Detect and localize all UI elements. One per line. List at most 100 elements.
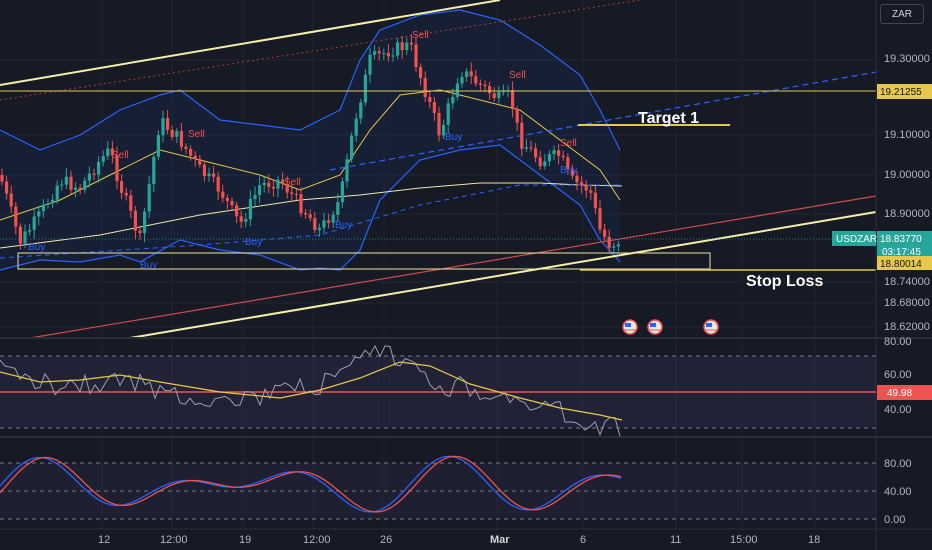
stochastic-pane[interactable] — [0, 455, 876, 520]
candle-body — [584, 185, 588, 191]
last-price-tag — [877, 231, 932, 259]
candle-body — [271, 186, 275, 189]
candle-body — [64, 176, 68, 185]
us-flag-icon[interactable] — [703, 319, 719, 335]
candle-body — [327, 220, 331, 223]
candle-body — [170, 129, 174, 137]
rsi-pane[interactable] — [0, 344, 876, 437]
candle-body — [423, 77, 427, 98]
rsi-tick: 60.00 — [884, 369, 912, 381]
stop-price-tag — [877, 256, 932, 270]
candle-body — [124, 192, 128, 196]
candle-body — [18, 226, 22, 244]
time-label: 19 — [239, 534, 251, 546]
candle-body — [593, 192, 597, 209]
target-annotation[interactable]: Target 1 — [638, 110, 699, 127]
candle-body — [442, 124, 446, 136]
candle-body — [474, 76, 478, 84]
candle-body — [152, 156, 156, 185]
candle-body — [547, 154, 551, 162]
sell-signal: Sell — [412, 30, 429, 41]
candle-body — [543, 161, 547, 167]
candle-body — [520, 122, 524, 149]
candle-body — [566, 157, 570, 170]
support-zone-box[interactable] — [17, 252, 711, 270]
sell-signal: Sell — [188, 129, 205, 140]
candle-body — [331, 214, 335, 223]
candle-body — [184, 146, 188, 149]
candle-body — [405, 42, 409, 51]
rsi-axis[interactable]: 80.00 60.00 40.00 49.98 — [877, 336, 932, 416]
stoch-tick: 80.00 — [884, 458, 912, 470]
candle-body — [368, 54, 372, 75]
time-axis[interactable]: 12 12:00 19 12:00 26 Mar 6 11 15:00 18 — [98, 534, 820, 546]
candle-body — [386, 52, 390, 57]
dashed-trendline — [329, 71, 877, 171]
event-icons[interactable] — [622, 319, 719, 335]
price-tick: 19.00000 — [884, 169, 930, 181]
candle-body — [580, 182, 584, 186]
price-tick: 18.68000 — [884, 297, 930, 309]
rsi-value-tag — [877, 385, 932, 400]
stop-loss-annotation[interactable]: Stop Loss — [746, 273, 823, 290]
candle-body — [483, 84, 487, 87]
candle-body — [258, 185, 262, 195]
stoch-axis[interactable]: 80.00 40.00 0.00 — [884, 458, 912, 526]
time-label: 15:00 — [730, 534, 758, 546]
candle-body — [478, 83, 482, 85]
sell-signal: Sell — [560, 138, 577, 149]
candle-body — [281, 179, 285, 185]
candle-body — [92, 173, 96, 175]
candle-body — [538, 157, 542, 167]
time-label: 12:00 — [303, 534, 331, 546]
candle-body — [451, 96, 455, 104]
price-tick: 18.62000 — [884, 321, 930, 333]
candle-body — [612, 246, 616, 248]
candle-body — [55, 185, 59, 200]
candle-body — [198, 159, 202, 165]
price-tick: 18.74000 — [884, 276, 930, 288]
time-label: 12 — [98, 534, 110, 546]
buy-signal: Buy — [245, 237, 262, 248]
candle-body — [156, 135, 160, 157]
candle-body — [69, 176, 73, 190]
stop-price-label: 18.80014 — [880, 259, 922, 270]
candle-body — [501, 91, 505, 93]
candle-body — [336, 202, 340, 215]
candle-body — [460, 76, 464, 84]
candle-body — [115, 155, 119, 182]
candle-body — [603, 229, 607, 237]
us-flag-icon[interactable] — [622, 319, 638, 335]
candle-body — [304, 213, 308, 215]
currency-badge[interactable]: ZAR — [880, 4, 924, 24]
candle-body — [74, 187, 78, 190]
us-flag-icon[interactable] — [647, 319, 663, 335]
candle-body — [515, 109, 519, 123]
candle-body — [97, 161, 101, 175]
candle-body — [561, 155, 565, 158]
time-label: 18 — [808, 534, 820, 546]
candle-body — [575, 175, 579, 183]
candle-body — [83, 180, 87, 190]
candle-body — [51, 199, 55, 204]
price-axis[interactable]: 19.30000 19.10000 19.00000 18.90000 18.7… — [832, 53, 932, 333]
candle-body — [308, 214, 312, 219]
candle-body — [391, 55, 395, 57]
candle-body — [230, 200, 234, 206]
basis-line — [0, 184, 622, 259]
candle-body — [110, 148, 114, 156]
candle-body — [359, 102, 363, 119]
candle-body — [161, 118, 165, 136]
candle-body — [32, 216, 36, 230]
upper-band — [0, 9, 621, 151]
price-tick: 19.30000 — [884, 53, 930, 65]
time-label: 26 — [380, 534, 392, 546]
candle-body — [147, 184, 151, 212]
candle-body — [276, 179, 280, 189]
buy-signal: Buy — [140, 260, 157, 271]
candle-body — [322, 220, 326, 228]
rsi-value: 49.98 — [887, 388, 912, 399]
candle-body — [179, 130, 183, 147]
